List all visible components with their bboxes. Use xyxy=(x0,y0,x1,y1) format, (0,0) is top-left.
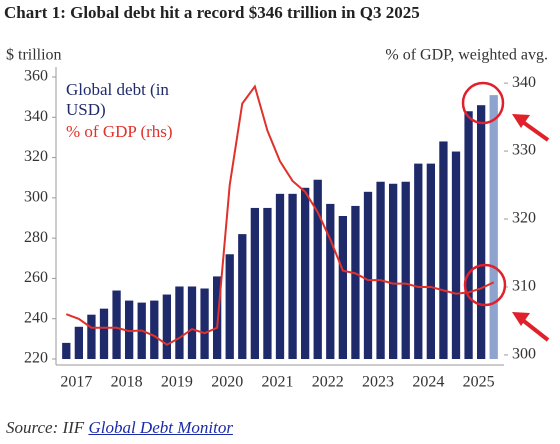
bar xyxy=(451,151,461,359)
x-tick-label: 2017 xyxy=(60,374,92,391)
source-link[interactable]: Global Debt Monitor xyxy=(88,418,233,437)
y2-axis-label: % of GDP, weighted avg. xyxy=(385,47,548,64)
bar xyxy=(338,215,348,359)
bar xyxy=(275,193,285,359)
y2-tick-label: 330 xyxy=(512,142,536,159)
legend-entry: % of GDP (rhs) xyxy=(66,122,173,141)
bar xyxy=(99,308,109,359)
y-tick-label: 300 xyxy=(24,189,48,206)
bar xyxy=(124,300,134,359)
bar xyxy=(300,187,310,359)
bar xyxy=(62,342,71,359)
highlight-circle xyxy=(463,263,507,307)
bar xyxy=(363,191,373,359)
arrow xyxy=(512,114,550,142)
bar xyxy=(200,288,209,359)
y2-tick-label: 320 xyxy=(512,210,536,227)
y-tick-label: 240 xyxy=(24,309,48,326)
y-tick-label: 340 xyxy=(24,108,48,125)
y2-tick-label: 310 xyxy=(512,278,536,295)
x-tick-label: 2021 xyxy=(261,374,293,391)
x-tick-label: 2025 xyxy=(463,374,495,391)
bar xyxy=(112,290,121,359)
marks: 220 240 260 280 300 320 340 360 300 310 320 330 340 2… xyxy=(24,67,536,391)
source: Source: IIF Global Debt Monitor xyxy=(6,418,233,438)
bar xyxy=(175,286,184,359)
bar xyxy=(238,234,247,359)
source-prefix: Source: IIF xyxy=(6,418,85,437)
y-tick-label: 320 xyxy=(24,148,48,165)
bar xyxy=(162,294,172,359)
bar xyxy=(376,181,385,359)
y-tick-label: 220 xyxy=(24,350,48,367)
bar xyxy=(187,286,197,359)
x-tick-label: 2022 xyxy=(312,374,344,391)
y-tick-label: 260 xyxy=(24,269,48,286)
bar xyxy=(426,163,436,359)
x-tick-label: 2024 xyxy=(412,374,444,391)
bar xyxy=(414,163,423,359)
bar xyxy=(74,326,84,359)
line xyxy=(65,84,495,346)
legend-entry: Global debt (in USD) xyxy=(66,80,169,119)
y-tick-label: 360 xyxy=(24,68,48,85)
bar xyxy=(87,314,96,359)
bar xyxy=(401,181,410,359)
bar xyxy=(250,207,260,359)
x-tick-label: 2018 xyxy=(111,374,143,391)
bar xyxy=(464,111,473,359)
y2-tick-label: 300 xyxy=(512,346,536,363)
bar xyxy=(388,183,398,359)
bar xyxy=(313,179,322,359)
y-axis-label: $ trillion xyxy=(6,47,62,64)
bar xyxy=(489,95,498,359)
bar xyxy=(150,300,159,359)
bar xyxy=(351,205,360,359)
bar xyxy=(326,203,335,359)
y-tick-label: 280 xyxy=(24,229,48,246)
highlight-circle xyxy=(461,81,505,125)
bar xyxy=(439,141,448,359)
chart-title: Chart 1: Global debt hit a record $346 t… xyxy=(4,3,420,22)
x-tick-label: 2023 xyxy=(362,374,394,391)
bar xyxy=(263,207,272,359)
y2-tick-label: 340 xyxy=(512,74,536,91)
bar xyxy=(288,193,297,359)
x-tick-label: 2020 xyxy=(211,374,243,391)
x-tick-label: 2019 xyxy=(161,374,193,391)
bar xyxy=(225,254,234,359)
arrow xyxy=(512,312,550,342)
bar xyxy=(476,105,486,359)
